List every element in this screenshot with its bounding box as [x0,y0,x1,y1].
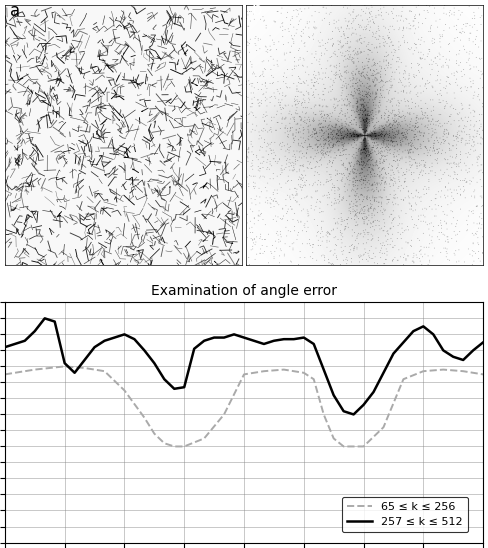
Title: Examination of angle error: Examination of angle error [151,284,337,299]
Text: a: a [10,2,20,20]
Text: b: b [251,1,262,19]
Legend: 65 ≤ k ≤ 256, 257 ≤ k ≤ 512: 65 ≤ k ≤ 256, 257 ≤ k ≤ 512 [342,496,468,532]
